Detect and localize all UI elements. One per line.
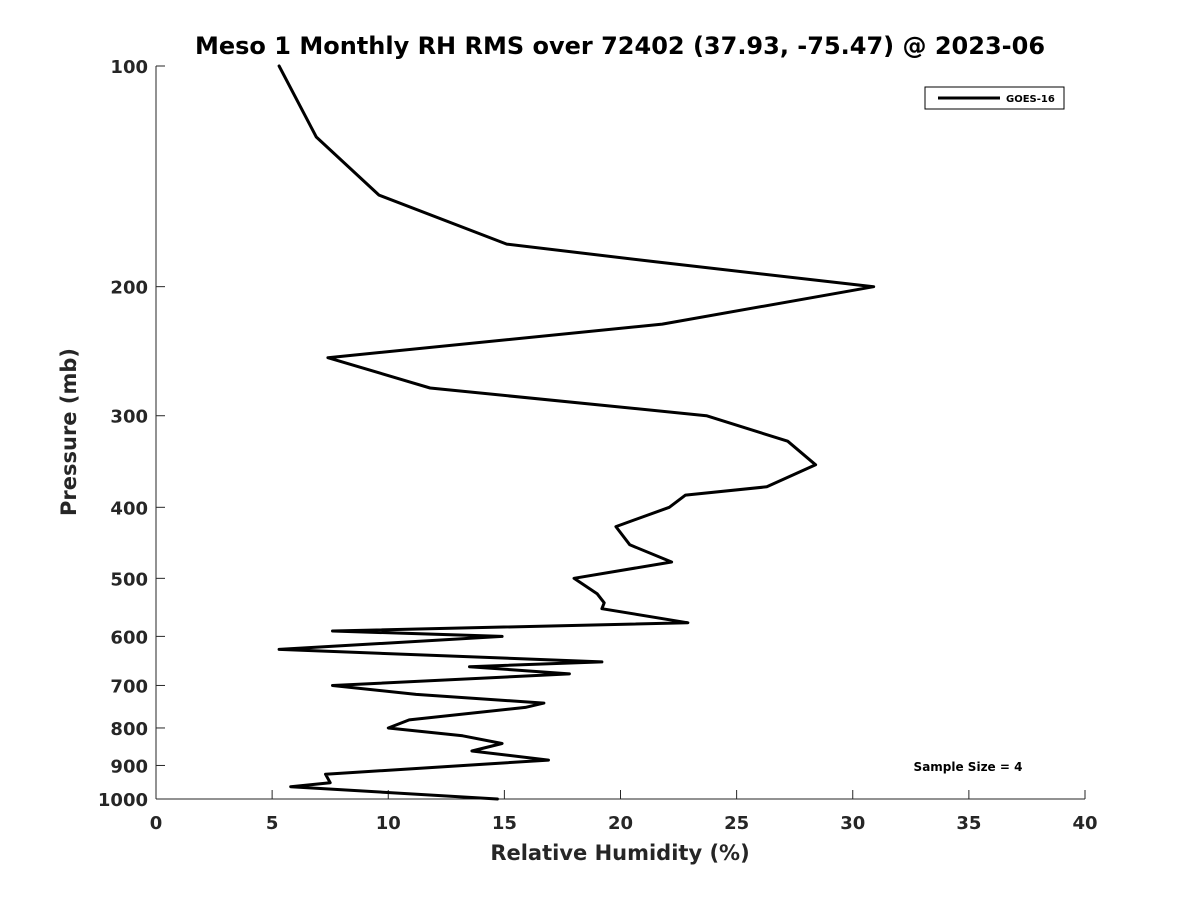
y-tick-label: 800 (110, 719, 148, 740)
y-tick-label: 600 (110, 627, 148, 648)
chart-title: Meso 1 Monthly RH RMS over 72402 (37.93,… (195, 32, 1045, 60)
y-tick-label: 400 (110, 498, 148, 519)
y-tick-label: 200 (110, 278, 148, 299)
y-tick-label: 1000 (98, 790, 148, 811)
x-tick-label: 40 (1072, 813, 1097, 834)
x-tick-label: 25 (724, 813, 749, 834)
legend: GOES-16 (924, 86, 1065, 110)
y-tick-label: 300 (110, 407, 148, 428)
x-tick-label: 15 (492, 813, 517, 834)
x-tick-label: 10 (376, 813, 401, 834)
y-tick-label: 900 (110, 756, 148, 777)
series-line-0 (277, 64, 876, 801)
series-layer (277, 64, 876, 801)
axes: 0 5 10 15 20 25 30 35 40 100 200 300 400 500 600 700 800… (98, 57, 1098, 834)
legend-label: GOES-16 (1006, 94, 1055, 105)
x-tick-label: 5 (266, 813, 279, 834)
y-tick-label: 500 (110, 569, 148, 590)
y-axis-label: Pressure (mb) (57, 348, 81, 516)
y-tick-label: 700 (110, 676, 148, 697)
x-tick-label: 20 (608, 813, 633, 834)
x-tick-label: 0 (150, 813, 163, 834)
x-tick-label: 35 (956, 813, 981, 834)
x-axis-label: Relative Humidity (%) (490, 841, 749, 865)
y-tick-label: 100 (110, 57, 148, 78)
x-tick-label: 30 (840, 813, 865, 834)
sample-size-annotation: Sample Size = 4 (914, 760, 1023, 774)
